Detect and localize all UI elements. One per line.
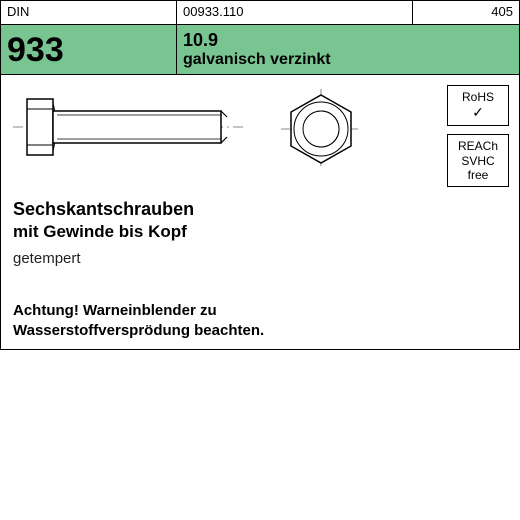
bolt-side-figure (13, 89, 243, 165)
rohs-badge: RoHS ✓ (447, 85, 509, 126)
desc-line-1: Sechskantschrauben (13, 199, 194, 220)
body-area: RoHS ✓ REACh SVHC free Sechskantschraube… (1, 75, 519, 351)
strength-class: 10.9 (183, 31, 513, 49)
header-row: DIN 00933.110 405 (1, 1, 519, 25)
reach-label-2: SVHC (450, 154, 506, 168)
header-article: 00933.110 (177, 1, 413, 24)
warning-text: Achtung! Warneinblender zu Wasserstoffve… (13, 301, 264, 342)
din-number: 933 (7, 33, 170, 67)
reach-label-1: REACh (450, 139, 506, 153)
description: Sechskantschrauben mit Gewinde bis Kopf … (13, 199, 194, 267)
green-row: 933 10.9 galvanisch verzinkt (1, 25, 519, 75)
check-icon: ✓ (450, 104, 506, 121)
rohs-label: RoHS (450, 90, 506, 104)
coating: galvanisch verzinkt (183, 51, 513, 69)
desc-line-3: getempert (13, 250, 194, 267)
din-number-cell: 933 (1, 25, 177, 74)
reach-badge: REACh SVHC free (447, 134, 509, 187)
reach-label-3: free (450, 168, 506, 182)
header-standard: DIN (1, 1, 177, 24)
desc-line-2: mit Gewinde bis Kopf (13, 222, 194, 242)
warning-line-1: Achtung! Warneinblender zu (13, 301, 264, 321)
warning-line-2: Wasserstoffversprödung beachten. (13, 321, 264, 341)
compliance-badges: RoHS ✓ REACh SVHC free (447, 85, 509, 187)
header-code: 405 (413, 1, 519, 24)
spec-card: DIN 00933.110 405 933 10.9 galvanisch ve… (0, 0, 520, 350)
spec-cell: 10.9 galvanisch verzinkt (177, 25, 519, 74)
bolt-hex-figure (281, 89, 361, 169)
